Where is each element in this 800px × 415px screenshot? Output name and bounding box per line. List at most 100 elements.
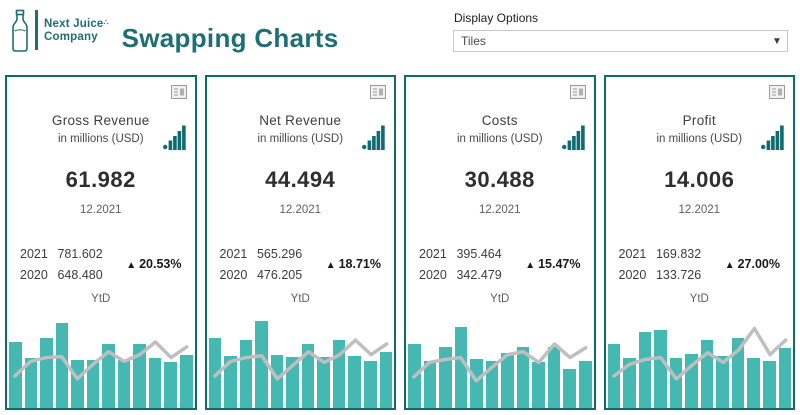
logo-sparkle: ∴ [103,18,109,27]
company-logo: Next Juice∴ Company [8,9,109,53]
bar [55,322,69,408]
swap-view-icon[interactable] [370,85,386,99]
swap-view-icon[interactable] [170,85,187,99]
bar [501,352,514,408]
yoy-delta-value: 20.53% [139,257,182,271]
year-label: 2020 [618,268,647,282]
tile-title: Profit [682,113,716,128]
bar [716,355,729,408]
bar [762,361,776,408]
kpi-tile: Profit in millions (USD) 14.006 12.2021 … [603,75,795,410]
period-label: YtD [91,293,111,305]
comparison-row-2020: 2020 476.205 [220,268,303,282]
mini-bar-chart [406,311,594,408]
triangle-up-icon: ▲ [325,260,336,271]
bar [379,351,393,408]
bar [747,357,760,408]
bar [317,356,330,408]
year-value: 395.464 [456,247,502,261]
bar [439,346,452,408]
comparison-row-2021: 2021 395.464 [419,247,502,261]
kpi-date: 12.2021 [79,204,122,216]
year-value: 565.296 [256,247,303,261]
display-options-label: Display Options [454,11,539,25]
swap-view-icon[interactable] [569,85,586,99]
year-value: 781.602 [57,247,103,261]
bar [563,369,577,408]
mini-bar-series [207,311,395,408]
year-label: 2020 [219,268,248,282]
comparison-row-2020: 2020 133.726 [619,268,702,282]
caret-down-icon[interactable]: ▼ [772,35,782,47]
bar [532,362,545,408]
page-title: Swapping Charts [121,23,339,53]
bar [224,355,237,408]
bar [579,361,592,408]
yoy-delta: ▲ 20.53% [126,257,181,271]
yoy-delta: ▲ 27.00% [725,257,780,271]
comparison-row-2020: 2020 342.479 [419,268,502,282]
bar [485,361,499,408]
period-label: YtD [490,293,510,305]
year-value: 169.832 [655,247,702,261]
bar [348,355,361,408]
year-label: 2021 [20,247,48,261]
swap-view-icon[interactable] [769,85,785,99]
year-label: 2021 [419,247,447,261]
mini-bar-series [406,311,594,408]
trend-line [207,311,395,408]
year-value: 133.726 [655,268,702,282]
kpi-tile: Gross Revenue in millions (USD) 61.982 1… [5,75,197,410]
bar [363,361,377,408]
bar [180,354,193,408]
tile-subtitle: in millions (USD) [57,133,144,145]
trend-line [606,311,794,408]
yoy-delta-value: 18.71% [338,257,381,271]
bar [270,354,284,408]
logo-divider [35,10,38,50]
triangle-up-icon: ▲ [126,260,137,271]
bar [86,360,100,408]
logo-text: Next Juice∴ Company [44,9,109,44]
comparison-row-2021: 2021 781.602 [20,247,103,261]
logo-line2: Company [44,31,98,44]
bar [547,346,561,408]
yoy-delta: ▲ 15.47% [525,257,580,271]
tile-subtitle: in millions (USD) [257,133,344,145]
ascending-bars-icon [162,124,186,150]
bar [638,332,652,408]
year-label: 2021 [618,247,647,261]
tile-subtitle: in millions (USD) [656,133,743,145]
comparison-row-2021: 2021 565.296 [220,247,303,261]
year-label: 2020 [20,268,48,282]
bar [669,357,683,408]
bar [301,343,315,408]
mini-bar-chart [606,311,794,408]
kpi-tile: Net Revenue in millions (USD) 44.494 12.… [204,75,396,410]
display-options-dropdown[interactable]: Tiles ▼ [453,30,788,52]
bar [778,347,792,408]
period-label: YtD [290,293,310,305]
kpi-value: 14.006 [664,167,735,192]
logo-line1: Next Juice [44,18,104,30]
year-value: 342.479 [456,268,502,282]
bar [102,343,115,408]
comparison-row-2020: 2020 648.480 [20,268,103,282]
bar [24,357,38,408]
mini-bar-series [606,311,794,408]
year-value: 476.205 [256,268,303,282]
tile-title: Gross Revenue [51,113,150,128]
kpi-date: 12.2021 [478,204,521,216]
bar [470,358,483,408]
bar [454,326,468,408]
yoy-delta: ▲ 18.71% [326,257,381,271]
tile-title: Costs [481,113,518,128]
kpi-value: 44.494 [265,167,336,192]
page-header: Next Juice∴ Company Swapping Charts Disp… [0,0,800,72]
bar [133,343,146,408]
bar [623,357,636,408]
tiles-row: Gross Revenue in millions (USD) 61.982 1… [0,72,800,410]
ascending-bars-icon [761,124,784,150]
yoy-delta-value: 15.47% [538,257,581,271]
display-options: Display Options Tiles ▼ [453,9,788,52]
